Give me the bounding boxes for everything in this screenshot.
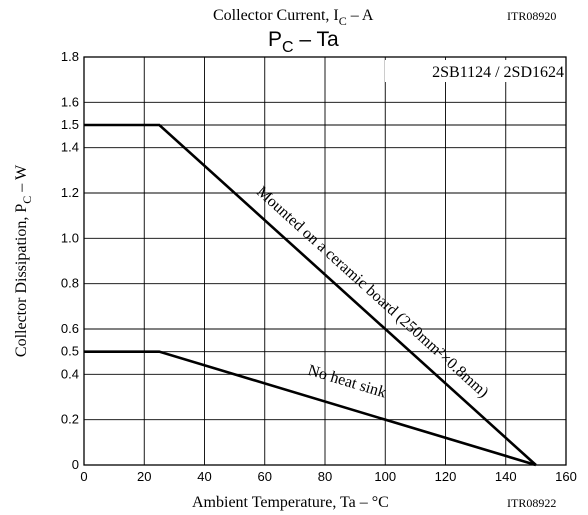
prev-caption-main: Collector Current, I xyxy=(213,7,339,24)
series-lines xyxy=(84,123,537,467)
y-tick-label: 0.5 xyxy=(61,344,79,359)
grid-lines xyxy=(84,57,566,465)
y-tick-label: 0.8 xyxy=(61,276,79,291)
title-main: P xyxy=(268,28,282,51)
x-tick-label: 60 xyxy=(258,469,272,484)
part-label: 2SB1124 / 2SD1624 xyxy=(432,64,564,81)
y-tick-label: 0.4 xyxy=(61,366,79,381)
prev-caption-tail: – A xyxy=(347,7,374,24)
title-tail: – Ta xyxy=(294,28,339,51)
y-tick-label: 1.0 xyxy=(61,230,79,245)
ylabel-main: Collector Dissipation, P xyxy=(13,204,30,357)
x-axis-label: Ambient Temperature, Ta – °C xyxy=(192,494,389,511)
prev-caption-sub: C xyxy=(339,14,347,28)
x-tick-label: 80 xyxy=(318,469,332,484)
chart-title: PC – Ta xyxy=(268,28,339,56)
title-sub: C xyxy=(282,39,294,56)
x-tick-label: 40 xyxy=(197,469,211,484)
y-tick-label: 0 xyxy=(72,457,79,472)
annotation-no-heat-sink: No heat sink xyxy=(306,362,388,402)
annotations: Mounted on a ceramic board (250mm²×0.8mm… xyxy=(253,183,492,401)
ylabel-tail: – W xyxy=(13,164,30,196)
y-tick-label: 1.2 xyxy=(61,185,79,200)
y-tick-label: 0.2 xyxy=(61,412,79,427)
y-tick-label: 1.5 xyxy=(61,117,79,132)
x-tick-label: 120 xyxy=(435,469,457,484)
series-ceramic-board-line xyxy=(84,123,537,466)
y-tick-label: 1.6 xyxy=(61,94,79,109)
x-tick-label: 140 xyxy=(495,469,517,484)
y-axis-label: Collector Dissipation, PC – W xyxy=(13,164,34,357)
x-tick-label: 20 xyxy=(137,469,151,484)
x-tick-label: 0 xyxy=(80,469,87,484)
footer-code: ITR08922 xyxy=(507,496,556,510)
x-tick-label: 100 xyxy=(374,469,396,484)
prev-chart-code: ITR08920 xyxy=(507,9,556,23)
y-tick-label: 0.6 xyxy=(61,321,79,336)
tick-labels: 0 20 40 60 80 100 120 140 160 0 0.2 0.4 0.5 0.6 0.8 1.0… xyxy=(61,49,577,484)
part-label-box xyxy=(385,60,563,82)
y-tick-label: 1.8 xyxy=(61,49,79,64)
annotation-ceramic-board: Mounted on a ceramic board (250mm²×0.8mm… xyxy=(253,183,492,401)
series-no-heat-sink-line xyxy=(84,350,537,467)
prev-chart-caption: Collector Current, IC – A xyxy=(213,7,374,28)
ylabel-sub: C xyxy=(20,196,34,204)
x-tick-label: 160 xyxy=(555,469,577,484)
y-tick-label: 1.4 xyxy=(61,140,79,155)
